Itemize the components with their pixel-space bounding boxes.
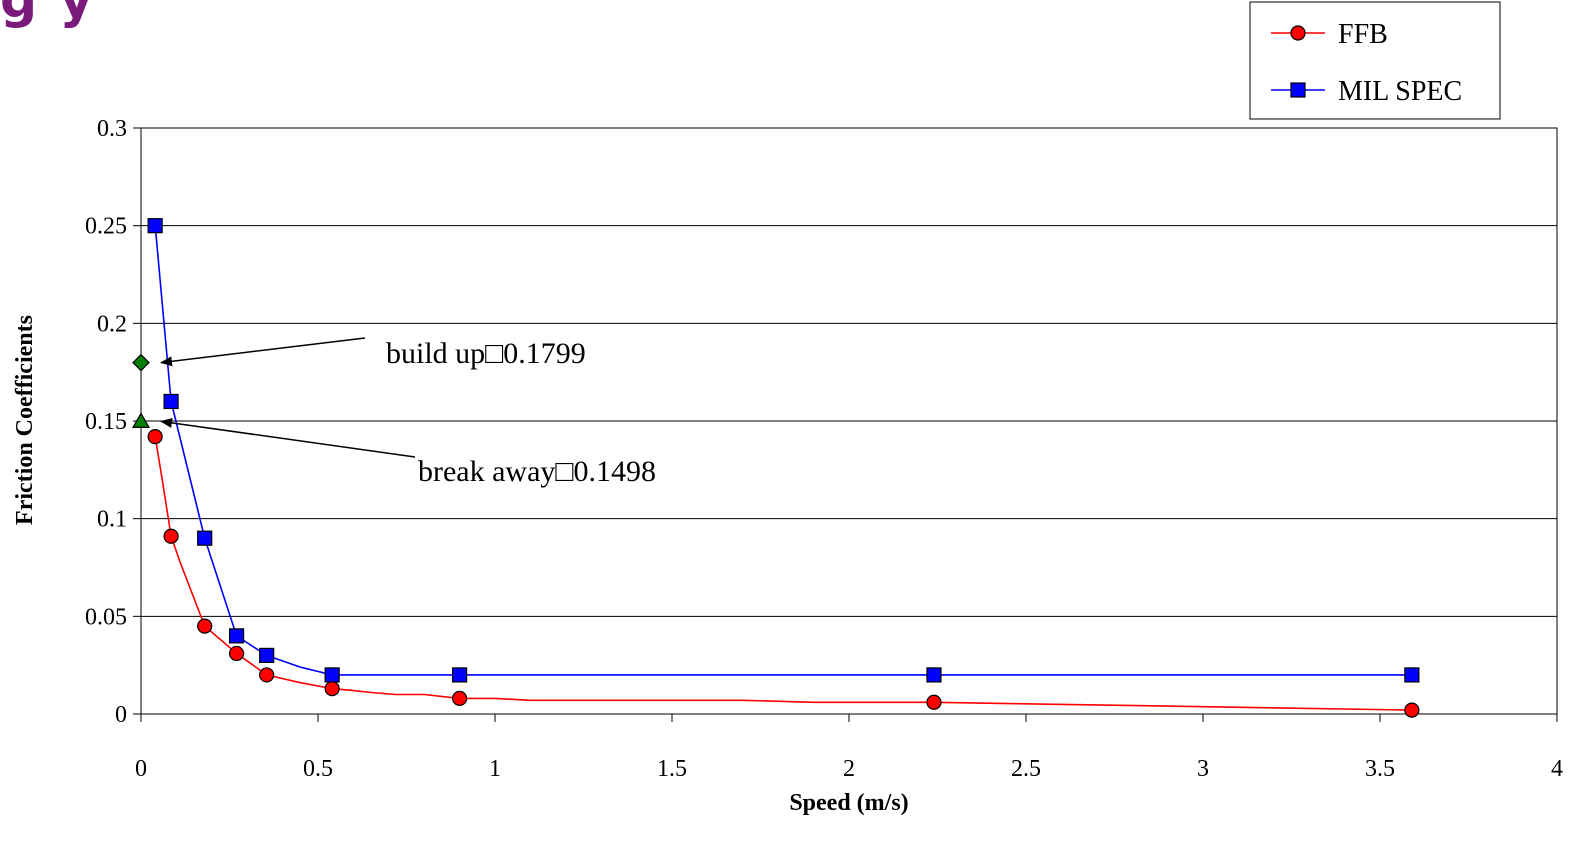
legend-box [1249, 1, 1501, 120]
x-tick-label: 3.5 [1365, 756, 1395, 782]
annotation-marker [132, 353, 150, 372]
tick-labels: 0 0.05 0.1 0.15 0.2 0.25 0.3 0 0.5 1 1.5 2 2.5 3 3.5 4 [85, 116, 1563, 782]
data-point-mil-spec [228, 628, 245, 644]
x-tick-label: 3 [1197, 756, 1209, 782]
legend-swatch-marker [1290, 25, 1306, 41]
gridlines [141, 127, 1557, 617]
x-tick-label: 0 [135, 756, 147, 782]
axes [133, 127, 1558, 722]
data-point-mil-spec [147, 218, 163, 234]
title-fragment: g y [0, 0, 96, 30]
data-point-mil-spec [1404, 667, 1420, 683]
data-point-mil-spec [926, 667, 942, 683]
legend: FFB MIL SPEC [1249, 1, 1501, 120]
y-tick-label: 0.05 [85, 604, 127, 630]
data-point-ffb [147, 429, 163, 445]
y-tick-label: 0.2 [97, 311, 127, 337]
legend-swatch-marker [1290, 82, 1306, 98]
y-tick-label: 0.25 [85, 214, 127, 240]
series-layer [147, 218, 1420, 718]
data-point-ffb [197, 618, 213, 634]
data-point-mil-spec [163, 393, 179, 410]
series-line-ffb [154, 436, 1412, 711]
data-point-ffb [452, 690, 468, 706]
x-tick-label: 4 [1551, 756, 1563, 782]
x-tick-label: 2 [843, 756, 855, 782]
annotation-arrow [160, 337, 366, 367]
y-tick-label: 0.1 [97, 507, 127, 533]
data-point-mil-spec [324, 667, 340, 683]
data-point-mil-spec [452, 667, 468, 683]
annotations: build up□0.1799 break away□0.1498 [131, 337, 656, 488]
annotation-marker [131, 412, 151, 428]
data-point-ffb [1404, 702, 1420, 718]
legend-label: FFB [1338, 19, 1388, 50]
series-line-mil-spec [154, 225, 1412, 676]
annotation-label: break away□0.1498 [418, 455, 656, 488]
data-point-ffb [228, 645, 245, 662]
y-tick-label: 0.15 [85, 409, 127, 435]
y-tick-label: 0 [115, 702, 127, 728]
data-point-ffb [324, 681, 340, 697]
data-point-mil-spec [259, 647, 275, 664]
y-tick-label: 0.3 [97, 116, 127, 142]
data-point-ffb [926, 694, 942, 710]
x-tick-label: 1 [489, 756, 501, 782]
annotation-label: build up□0.1799 [386, 337, 586, 370]
annotation-arrow [160, 417, 416, 458]
x-tick-label: 2.5 [1011, 756, 1041, 782]
x-tick-label: 0.5 [303, 756, 333, 782]
y-axis-title: Friction Coefficients [12, 315, 38, 525]
data-point-ffb [163, 528, 179, 544]
x-tick-label: 1.5 [657, 756, 687, 782]
data-point-mil-spec [197, 530, 213, 546]
data-point-ffb [259, 667, 275, 683]
legend-label: MIL SPEC [1338, 76, 1462, 107]
x-axis-title: Speed (m/s) [789, 790, 908, 816]
